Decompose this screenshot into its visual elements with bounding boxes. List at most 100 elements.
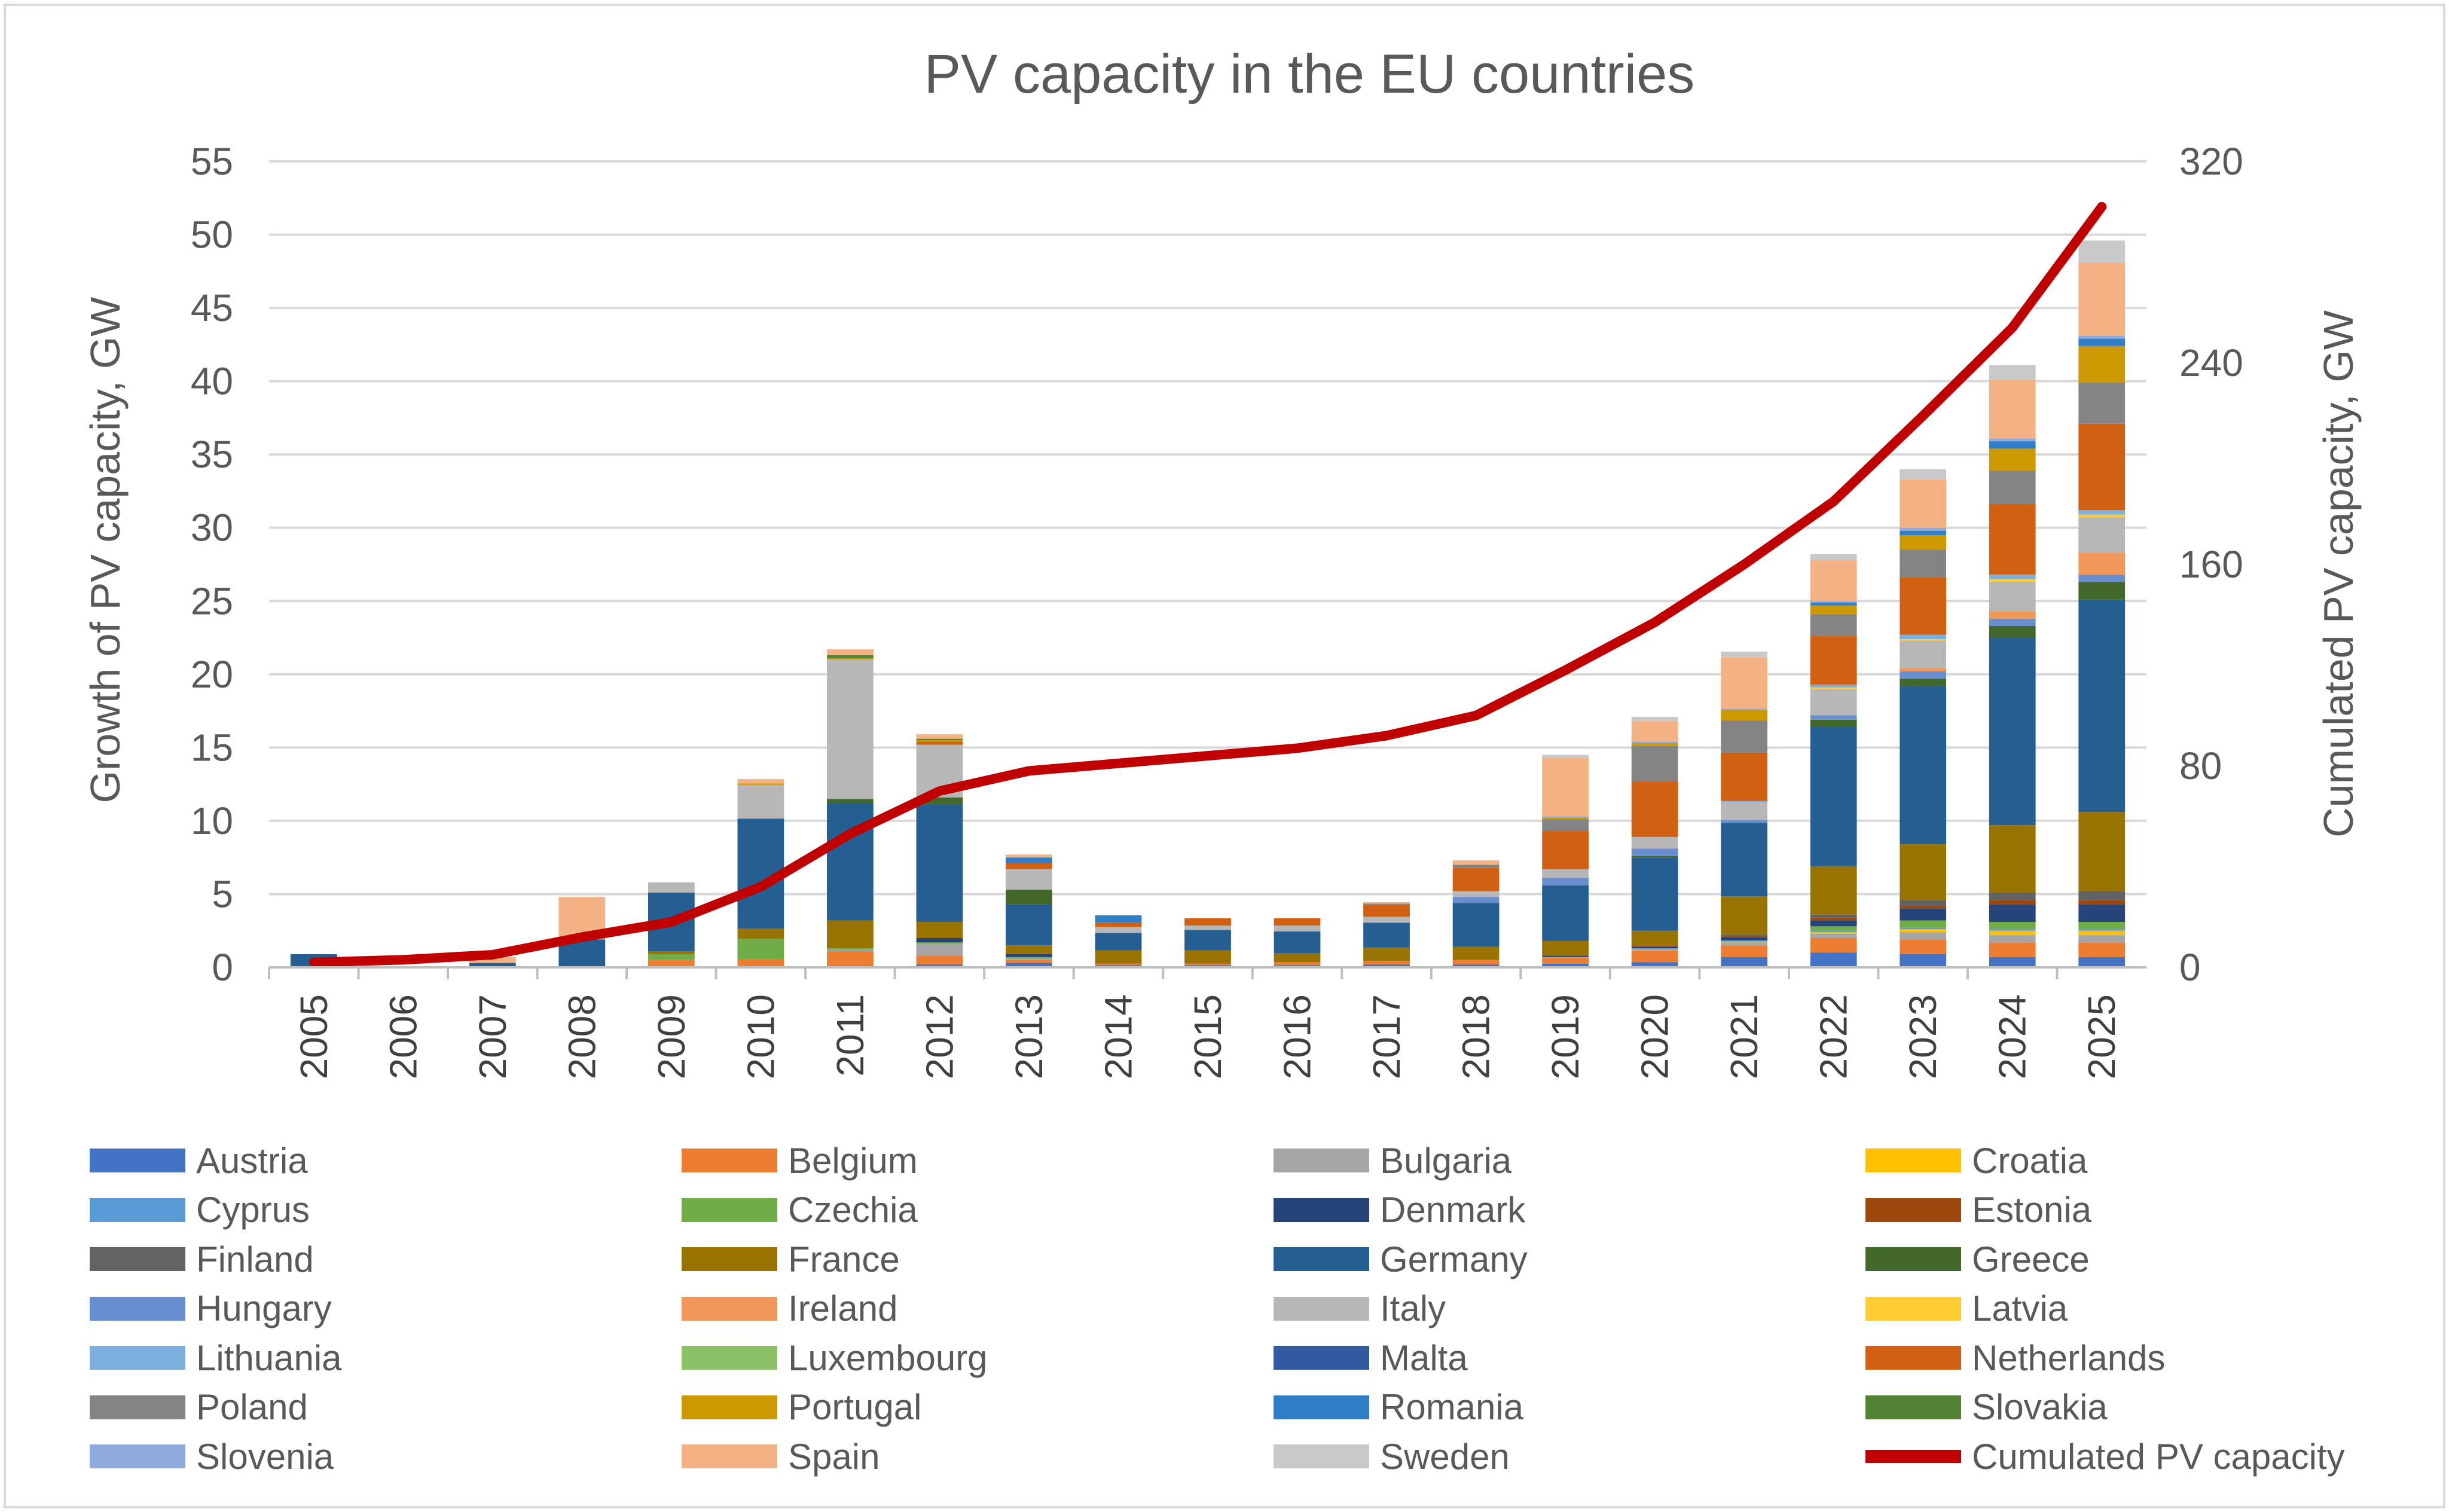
bar-segment-estonia — [1631, 945, 1678, 947]
legend-label: Denmark — [1380, 1190, 1526, 1230]
bar-segment-denmark — [1810, 920, 1857, 927]
bar-segment-sweden — [1721, 651, 1768, 658]
bar-stack-2013 — [1006, 854, 1052, 967]
bar-segment-greece — [1900, 679, 1947, 686]
legend-swatch — [1274, 1395, 1369, 1419]
left-tick-label: 0 — [212, 946, 233, 989]
bar-segment-italy — [2078, 517, 2126, 553]
bar-segment-germany — [1452, 903, 1500, 947]
bar-segment-poland — [1721, 720, 1768, 753]
x-tick-label: 2021 — [1723, 994, 1766, 1079]
bar-segment-italy — [1900, 640, 1947, 669]
bar-segment-germany — [469, 963, 516, 967]
bar-segment-bulgaria — [916, 943, 963, 956]
legend-swatch — [1274, 1198, 1369, 1222]
legend-item-hungary: Hungary — [90, 1287, 332, 1330]
bar-segment-latvia — [1810, 687, 1857, 689]
legend-item-poland: Poland — [90, 1386, 308, 1429]
bar-segment-germany — [1542, 885, 1589, 941]
bar-segment-netherlands — [1184, 918, 1231, 926]
legend-swatch — [90, 1346, 185, 1370]
bar-stack-2024 — [1989, 365, 2036, 967]
bar-segment-austria — [916, 964, 963, 967]
legend-label: Hungary — [196, 1288, 332, 1328]
legend-label: Belgium — [788, 1140, 918, 1181]
legend-label: Portugal — [788, 1387, 922, 1427]
legend-item-denmark: Denmark — [1274, 1189, 1525, 1232]
bar-segment-austria — [1542, 963, 1589, 967]
legend-swatch — [1865, 1296, 1961, 1321]
bar-segment-netherlands — [1989, 504, 2036, 575]
legend-swatch — [682, 1395, 777, 1419]
bar-segment-italy — [1989, 582, 2036, 612]
bar-segment-estonia — [1721, 936, 1768, 937]
legend-swatch — [682, 1148, 777, 1172]
x-tick-label: 2024 — [1991, 994, 2034, 1079]
bar-segment-denmark — [1721, 937, 1768, 940]
x-tick-label: 2014 — [1097, 994, 1140, 1079]
bar-segment-italy — [1363, 917, 1410, 923]
bar-segment-germany — [1274, 931, 1321, 954]
bar-segment-slovenia — [1900, 527, 1947, 531]
bar-segment-france — [2078, 812, 2126, 891]
legend-item-croatia: Croatia — [1865, 1139, 2087, 1182]
bar-segment-netherlands — [1721, 752, 1768, 801]
bar-segment-austria — [1452, 964, 1500, 967]
bar-segment-austria — [1989, 957, 2036, 967]
bar-segment-finland — [1810, 914, 1857, 918]
bar-segment-italy — [1006, 869, 1052, 890]
bar-segment-slovenia — [1721, 708, 1768, 710]
bar-segment-romania — [1006, 857, 1052, 863]
bar-segment-bulgaria — [1006, 958, 1052, 960]
bar-segment-spain — [916, 734, 963, 739]
bar-segment-slovenia — [2078, 335, 2126, 339]
bar-segment-hungary — [2078, 575, 2126, 582]
bar-segment-romania — [1989, 441, 2036, 449]
legend-item-ireland: Ireland — [682, 1287, 897, 1330]
legend-swatch — [1865, 1148, 1961, 1172]
legend-item-germany: Germany — [1274, 1238, 1528, 1281]
bar-segment-hungary — [1452, 897, 1500, 903]
bar-segment-germany — [1631, 857, 1678, 931]
x-tick-label: 2013 — [1007, 994, 1051, 1079]
legend-swatch — [1865, 1198, 1961, 1222]
bar-segment-netherlands — [1631, 781, 1678, 837]
bar-segment-belgium — [1810, 937, 1857, 953]
bar-segment-france — [1095, 950, 1142, 964]
legend-swatch — [90, 1444, 185, 1468]
bar-segment-latvia — [1900, 639, 1947, 641]
bar-segment-czechia — [2078, 922, 2126, 930]
bar-segment-czechia — [827, 948, 874, 950]
bar-segment-france — [1631, 930, 1678, 946]
bar-stack-2012 — [916, 734, 963, 967]
bar-segment-germany — [916, 804, 963, 923]
bar-segment-lithuania — [1721, 801, 1768, 803]
bar-segment-belgium — [1095, 963, 1142, 966]
bar-segment-belgium — [1006, 960, 1052, 963]
legend-swatch — [90, 1395, 185, 1419]
legend-swatch — [1865, 1395, 1961, 1419]
legend-item-spain: Spain — [682, 1435, 880, 1478]
legend-label: Slovakia — [1972, 1387, 2108, 1427]
bar-segment-denmark — [2078, 904, 2126, 923]
legend-item-slovakia: Slovakia — [1865, 1386, 2108, 1429]
bar-segment-france — [1721, 896, 1768, 934]
left-tick-label: 10 — [191, 799, 233, 842]
legend-label: Luxembourg — [788, 1337, 988, 1378]
bar-segment-estonia — [1989, 900, 2036, 905]
legend-label: Ireland — [788, 1288, 898, 1328]
bar-segment-lithuania — [1989, 575, 2036, 579]
legend-swatch — [1865, 1450, 1961, 1463]
bar-segment-finland — [1721, 934, 1768, 936]
bar-stack-2007 — [469, 957, 516, 967]
x-tick-label: 2012 — [918, 994, 961, 1079]
bar-segment-belgium — [1363, 960, 1410, 965]
bar-segment-france — [916, 922, 963, 938]
bar-segment-france — [1006, 945, 1052, 954]
x-tick-label: 2017 — [1365, 994, 1408, 1079]
legend-item-cyprus: Cyprus — [90, 1189, 310, 1232]
bar-segment-italy — [648, 882, 695, 893]
bar-segment-france — [1452, 946, 1500, 960]
bar-segment-finland — [1989, 893, 2036, 900]
